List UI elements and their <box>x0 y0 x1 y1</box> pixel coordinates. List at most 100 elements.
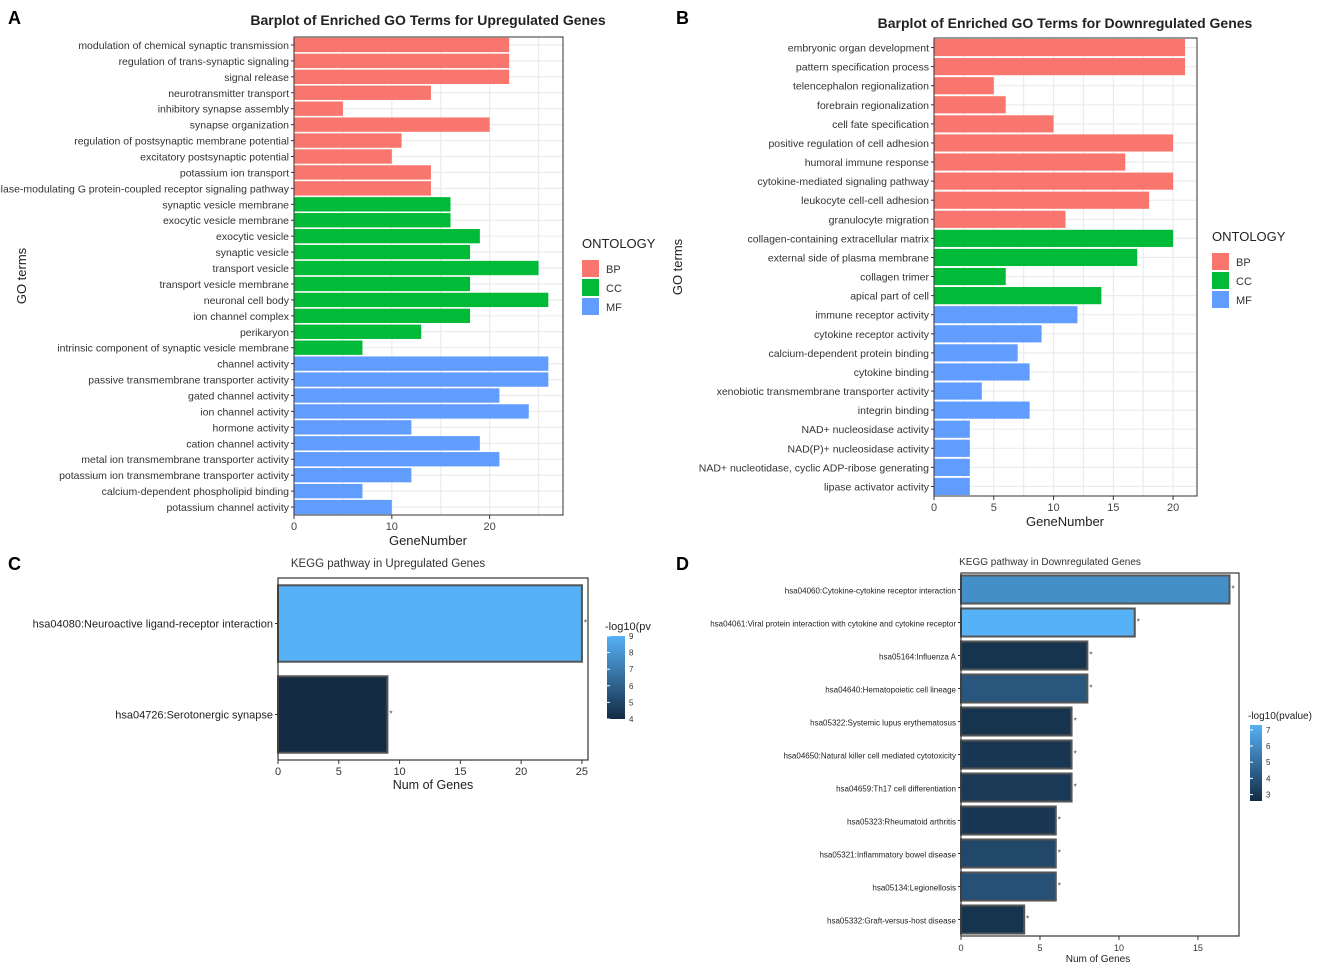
bar <box>934 172 1174 190</box>
bar <box>934 229 1174 247</box>
plot-background <box>934 38 1197 496</box>
bar <box>934 191 1150 209</box>
bar <box>934 363 1030 381</box>
category-label: leukocyte cell-cell adhesion <box>801 195 929 207</box>
tick-label-x: 0 <box>275 766 281 778</box>
colorbar <box>1250 725 1262 801</box>
category-label: hsa04650:Natural killer cell mediated cy… <box>783 752 956 761</box>
bar-marker: * <box>1074 783 1077 792</box>
category-label: collagen-containing extracellular matrix <box>747 233 929 245</box>
panel-label-d: D <box>676 554 689 574</box>
bar <box>934 401 1030 419</box>
bar <box>934 210 1066 228</box>
bar <box>294 85 431 100</box>
tick-label-x: 5 <box>336 766 342 778</box>
category-label: exocytic vesicle membrane <box>163 215 289 227</box>
category-label: hsa05332:Graft-versus-host disease <box>827 917 957 926</box>
bar <box>960 838 1057 869</box>
category-label: hsa04726:Serotonergic synapse <box>115 710 273 722</box>
bar <box>294 388 500 403</box>
category-label: exocytic vesicle <box>216 231 289 243</box>
bar <box>960 640 1089 671</box>
bar <box>960 706 1073 737</box>
category-label: perikaryon <box>240 327 289 339</box>
bar-marker: * <box>1074 750 1077 759</box>
bar <box>294 372 549 387</box>
category-label: synaptic vesicle membrane <box>162 199 289 211</box>
tick-label-x: 20 <box>515 766 527 778</box>
chart-title: Barplot of Enriched GO Terms for Downreg… <box>878 15 1253 31</box>
category-label: excitatory postsynaptic potential <box>140 152 289 164</box>
panel-label-a: A <box>8 8 21 28</box>
category-label: channel activity <box>217 359 290 371</box>
tick-label-x: 10 <box>386 521 398 533</box>
bar <box>934 38 1186 57</box>
bar <box>934 153 1126 171</box>
category-label: cation channel activity <box>186 438 289 450</box>
category-label: potassium ion transmembrane transporter … <box>59 470 290 482</box>
x-axis-label: Num of Genes <box>393 778 474 792</box>
panel-label-c: C <box>8 554 21 574</box>
legend-swatch <box>1212 291 1229 308</box>
bar-marker: * <box>1089 684 1092 693</box>
x-axis-label: GeneNumber <box>1026 514 1105 529</box>
bar <box>934 458 970 476</box>
bar-marker: * <box>1058 816 1061 825</box>
bar <box>277 584 583 663</box>
category-label: calcium-dependent phospholipid binding <box>102 486 290 498</box>
bar <box>294 356 549 371</box>
bar <box>934 248 1138 267</box>
bar <box>294 37 510 53</box>
bar <box>294 260 539 276</box>
tick-label-x: 10 <box>1047 502 1059 514</box>
plot-border <box>960 572 1240 937</box>
category-label: hsa04060:Cytokine-cytokine receptor inte… <box>785 587 956 596</box>
bar <box>934 134 1174 152</box>
bar <box>294 420 412 435</box>
colorbar <box>607 636 625 719</box>
category-label: adenylate cyclase-modulating G protein-c… <box>0 183 290 195</box>
bar <box>294 53 510 69</box>
colorbar-title: -log10(pv <box>605 621 651 633</box>
legend-label: BP <box>1236 257 1251 269</box>
chart-kegg-downregulated: KEGG pathway in Downregulated Genes * hsa0… <box>710 557 1312 965</box>
chart-kegg-upregulated: KEGG pathway in Upregulated Genes * hsa040… <box>33 558 652 792</box>
chart-title: KEGG pathway in Downregulated Genes <box>959 557 1141 568</box>
category-label: cell fate specification <box>832 119 929 131</box>
category-label: hsa04080:Neuroactive ligand-receptor int… <box>33 619 273 631</box>
category-label: xenobiotic transmembrane transporter act… <box>717 386 930 398</box>
category-label: synaptic vesicle <box>215 247 289 259</box>
legend-swatch <box>1212 253 1229 270</box>
bar <box>934 439 970 457</box>
category-label: telencephalon regionalization <box>793 81 929 93</box>
plot-border <box>277 577 589 761</box>
colorbar-tick-label: 4 <box>629 715 634 724</box>
category-label: cytokine-mediated signaling pathway <box>757 176 929 188</box>
bar-marker: * <box>1058 849 1061 858</box>
tick-label-x: 15 <box>454 766 466 778</box>
tick-label-x: 15 <box>1193 943 1203 953</box>
legend-swatch <box>582 279 599 296</box>
category-label: hsa05323:Rheumatoid arthritis <box>847 818 956 827</box>
category-label: passive transmembrane transporter activi… <box>88 375 289 387</box>
bar <box>294 483 363 499</box>
bar-marker: * <box>1137 618 1140 627</box>
category-label: cytokine binding <box>854 367 929 379</box>
tick-label-x: 0 <box>958 943 963 953</box>
category-label: hsa04640:Hematopoietic cell lineage <box>825 686 956 695</box>
bar <box>934 382 982 400</box>
bar <box>294 436 480 451</box>
bar <box>960 805 1057 836</box>
y-axis-label: GO terms <box>670 238 685 295</box>
bar-marker: * <box>1026 915 1029 924</box>
colorbar-tick-label: 7 <box>629 665 634 674</box>
bar <box>294 324 422 339</box>
bar <box>294 165 431 180</box>
bar <box>960 904 1026 935</box>
bar <box>294 292 549 308</box>
category-label: NAD+ nucleosidase activity <box>801 424 929 436</box>
bar <box>294 69 510 85</box>
colorbar-tick-label: 3 <box>1266 791 1271 800</box>
bar <box>294 181 431 196</box>
tick-label-x: 0 <box>931 502 937 514</box>
